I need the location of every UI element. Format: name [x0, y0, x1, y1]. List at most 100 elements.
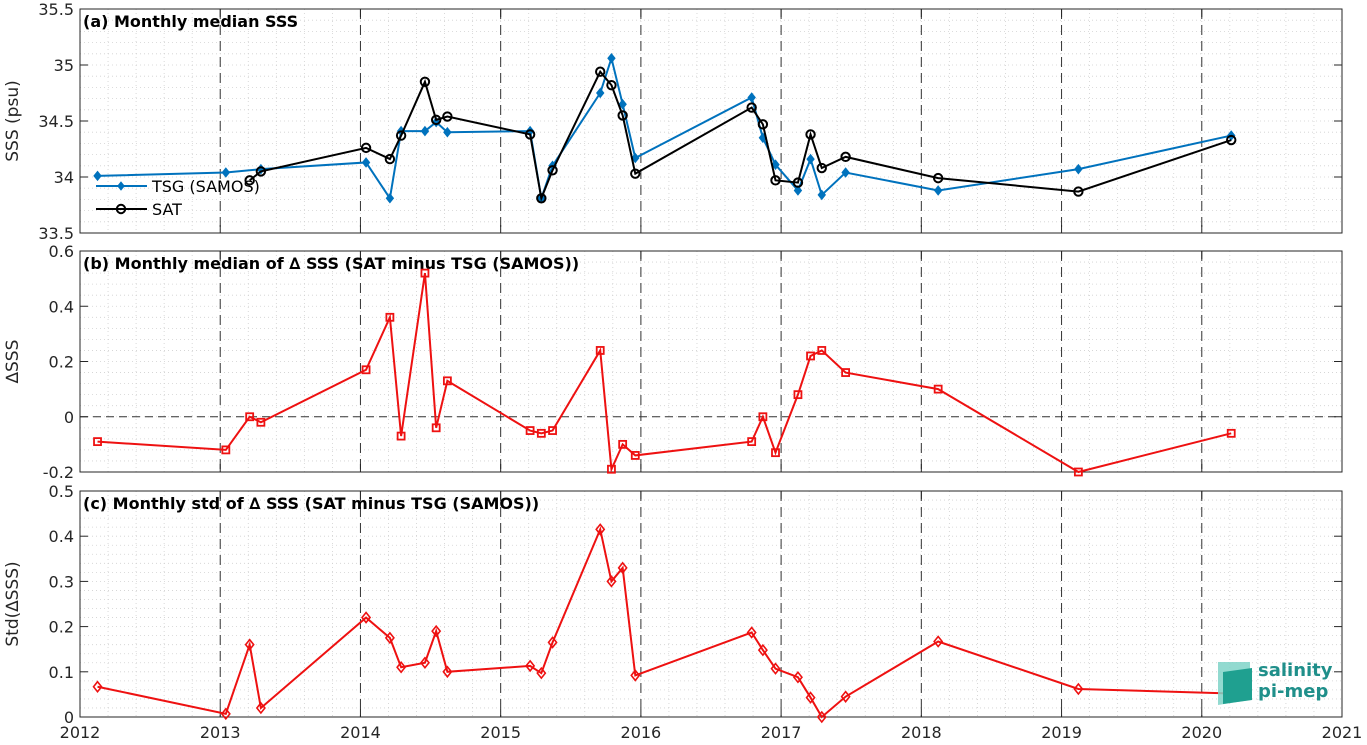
data-point: [1073, 186, 1084, 197]
data-point: [443, 126, 452, 138]
y-tick-label: 34.5: [38, 112, 74, 131]
data-point: [420, 268, 430, 278]
data-point: [220, 707, 231, 721]
data-point: [933, 384, 943, 394]
data-point: [547, 636, 558, 649]
data-point: [385, 312, 395, 322]
x-tick-label: 2016: [621, 723, 662, 742]
data-point: [93, 437, 102, 447]
data-point: [442, 665, 453, 679]
legend-label: SAT: [152, 200, 182, 219]
data-point: [395, 130, 407, 141]
data-point: [1074, 163, 1083, 175]
data-point: [817, 189, 827, 201]
data-point: [1226, 134, 1237, 146]
data-point: [617, 561, 628, 575]
data-point: [525, 659, 536, 673]
salinity-pimep-logo: salinity pi-mep: [1218, 660, 1333, 705]
data-point: [419, 76, 431, 88]
y-tick-label: -0.2: [43, 463, 74, 482]
data-point: [840, 690, 851, 703]
data-point: [630, 168, 641, 179]
data-point: [255, 166, 267, 177]
data-point: [770, 175, 781, 186]
data-point: [757, 643, 768, 657]
data-point: [746, 626, 757, 639]
data-point: [361, 157, 371, 168]
panel-title: (a) Monthly median SSS: [83, 12, 298, 31]
x-tick-label: 2014: [340, 723, 381, 742]
panel-title: (c) Monthly std of ∆ SSS (SAT minus TSG …: [83, 494, 539, 513]
data-point: [805, 691, 816, 704]
data-point: [595, 66, 606, 77]
series-delta-1: [93, 268, 1236, 477]
data-point: [617, 110, 628, 121]
data-point: [396, 660, 407, 674]
y-axis-label: SSS (psu): [3, 80, 23, 161]
data-point: [746, 102, 757, 113]
series-line: [97, 54, 1232, 201]
x-tick-label: 2019: [1041, 723, 1082, 742]
panel-title: (b) Monthly median of ∆ SSS (SAT minus T…: [83, 254, 579, 273]
x-tick-label: 2020: [1181, 723, 1222, 742]
data-point: [431, 624, 442, 638]
data-point: [360, 142, 372, 154]
series-sat: [244, 66, 1237, 204]
data-point: [806, 153, 815, 165]
y-tick-label: 0.6: [49, 242, 74, 261]
x-tick-label: 2013: [200, 723, 241, 742]
logo-line-1: salinity: [1258, 660, 1333, 681]
x-tick-label: 2015: [480, 723, 521, 742]
data-point: [816, 710, 827, 724]
logo-line-2: pi-mep: [1258, 681, 1328, 702]
legend: TSG (SAMOS) SAT: [96, 177, 260, 219]
data-point: [430, 114, 442, 126]
data-point: [630, 451, 640, 460]
data-point: [793, 185, 803, 196]
data-point: [384, 153, 396, 165]
data-point: [805, 129, 816, 140]
y-tick-label: 33.5: [38, 224, 74, 243]
data-point: [361, 611, 372, 624]
data-point: [817, 346, 827, 355]
y-tick-label: 0.1: [49, 663, 74, 682]
data-point: [806, 351, 815, 361]
data-point: [792, 177, 804, 188]
legend-label: TSG (SAMOS): [151, 177, 260, 196]
y-tick-label: 0.3: [49, 572, 74, 591]
data-point: [419, 656, 430, 670]
panel-c: 0 0.1 0.2 0.3 0.4 0.5 2012 2013 2014 2015 2016 2017…: [3, 482, 1362, 742]
y-tick-label: 0.2: [49, 618, 74, 637]
data-point: [595, 346, 605, 355]
data-point: [607, 52, 616, 64]
legend-marker: [115, 203, 127, 215]
x-tick-label: 2021: [1322, 723, 1363, 742]
data-point: [221, 445, 231, 455]
data-point: [536, 666, 547, 680]
data-point: [256, 417, 266, 427]
axes-box: [79, 490, 1343, 718]
y-tick-label: 0: [64, 708, 74, 727]
data-point: [547, 165, 558, 176]
data-point: [618, 439, 628, 449]
data-point: [793, 390, 803, 400]
data-point: [631, 152, 640, 164]
data-point: [244, 175, 255, 186]
data-point: [607, 464, 616, 474]
data-point: [244, 638, 255, 651]
panel-a: 33.5 34 34.5 35 35.5 SSS (psu) (a) Monthly med…: [3, 0, 1343, 243]
x-tick-label: 2012: [60, 723, 101, 742]
data-point: [595, 87, 605, 99]
data-point: [618, 98, 627, 110]
data-point: [420, 125, 430, 137]
y-axis-label: ∆SSS: [3, 340, 23, 385]
data-point: [933, 185, 943, 196]
logo-mark-front: [1223, 668, 1252, 704]
y-tick-label: 0.4: [49, 297, 74, 316]
data-point: [536, 428, 546, 438]
y-tick-label: 34: [54, 168, 74, 187]
data-point: [396, 431, 406, 441]
data-point: [840, 151, 851, 163]
data-point: [1073, 682, 1084, 696]
